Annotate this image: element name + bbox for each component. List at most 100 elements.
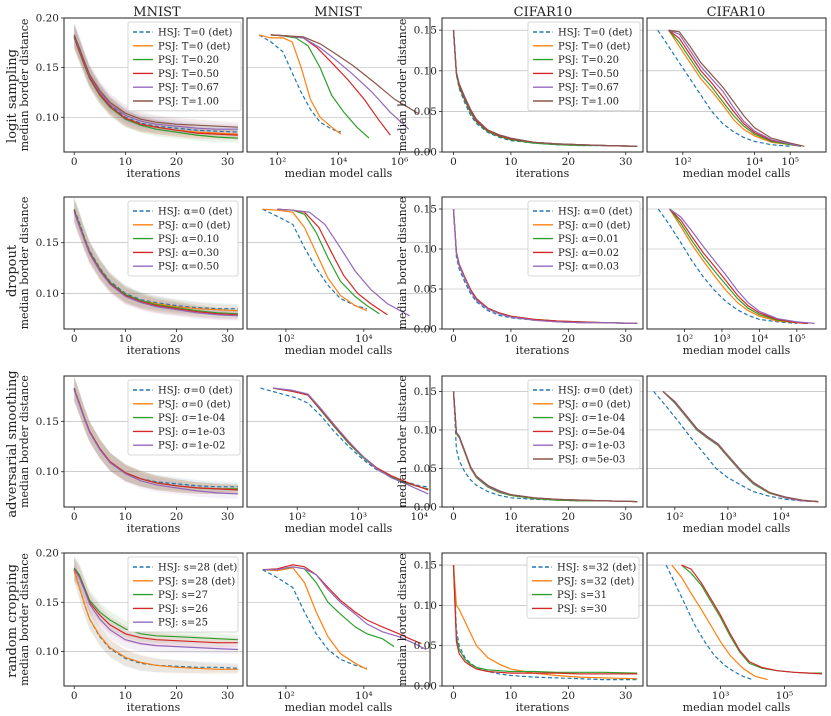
axes-frame — [246, 196, 431, 330]
series-line-4 — [262, 564, 422, 645]
x-tick-label: 10² — [288, 511, 306, 523]
series-line-4 — [668, 29, 802, 147]
x-axis-label: iterations — [127, 522, 181, 535]
legend-entry: PSJ: s=32 (det) — [557, 576, 634, 587]
legend-entry: PSJ: s=25 — [158, 618, 208, 629]
series-line-3 — [668, 29, 802, 147]
confidence-band — [74, 558, 238, 675]
x-tick-label: 10 — [504, 156, 517, 168]
legend-entry: PSJ: s=26 — [158, 604, 208, 615]
column-title-3: CIFAR10 — [514, 5, 573, 20]
series-line-3 — [662, 390, 819, 503]
legend: HSJ: α=0 (det) PSJ: α=0 (det) PSJ: α=0.01 P… — [527, 200, 641, 277]
series-line-5 — [277, 208, 410, 317]
x-tick-label: 10² — [674, 156, 692, 168]
y-tick-label: 0.00 — [414, 681, 437, 693]
x-tick-label: 10 — [119, 690, 132, 702]
x-tick-label: 10⁴ — [772, 511, 790, 523]
axes-frame — [441, 17, 644, 153]
series-line-1 — [657, 29, 791, 147]
x-tick-label: 10 — [119, 333, 132, 345]
series-line-6 — [270, 34, 419, 114]
x-tick-label: 30 — [619, 511, 632, 523]
chart-panel-11: 0.00 0.05 0.10 0.15 0 10 20 30 iterations median … — [396, 375, 644, 535]
x-tick-label: 30 — [221, 690, 234, 702]
legend: HSJ: s=28 (det) PSJ: s=28 (det) PSJ: s=27 P… — [127, 556, 239, 633]
x-axis-label: median model calls — [285, 522, 393, 535]
x-tick-label: 0 — [450, 333, 457, 345]
chart-panel-10: 10² 10³ 10⁴ median model calls — [246, 375, 431, 535]
series-line-2 — [452, 565, 638, 680]
chart-panel-5: 0.10 0.15 0 10 20 30 iterations median border d… — [18, 196, 244, 357]
series-line-1 — [653, 391, 819, 503]
legend-entry: PSJ: T=0 (det) — [158, 41, 231, 52]
series-line-3 — [669, 208, 809, 324]
y-axis-label: median border distance — [396, 375, 409, 508]
y-tick-label: 0.05 — [414, 106, 437, 118]
legend: HSJ: σ=0 (det) PSJ: σ=0 (det) PSJ: σ=1e-04… — [127, 379, 241, 456]
legend-entry: PSJ: s=27 — [158, 590, 208, 601]
legend-entry: PSJ: σ=1e-04 — [158, 413, 225, 424]
x-tick-label: 0 — [71, 156, 78, 168]
confidence-band — [74, 22, 238, 132]
y-tick-label: 0.15 — [414, 560, 437, 572]
legend-entry: PSJ: α=0.10 — [158, 234, 219, 245]
legend-entry: PSJ: T=1.00 — [158, 97, 219, 108]
series-line-5 — [73, 389, 238, 495]
series-line-1 — [657, 208, 797, 324]
x-tick-label: 0 — [450, 690, 457, 702]
chart-panel-1: 0.10 0.15 0.20 0 10 20 30 iterations median bord… — [18, 13, 244, 180]
legend-entry: PSJ: σ=0 (det) — [158, 399, 231, 410]
series-line-6 — [73, 34, 238, 128]
series-line-1 — [262, 208, 368, 310]
x-tick-label: 0 — [450, 156, 457, 168]
x-tick-label: 20 — [170, 333, 183, 345]
series-line-5 — [73, 569, 238, 651]
y-tick-label: 0.20 — [36, 548, 59, 560]
legend-entry: PSJ: T=0.50 — [158, 69, 219, 80]
x-axis-label: iterations — [127, 344, 181, 357]
y-tick-label: 0.10 — [414, 600, 437, 612]
axes-frame — [441, 375, 644, 508]
x-axis-label: iterations — [516, 701, 570, 714]
legend-box — [127, 21, 242, 112]
y-tick-label: 0.10 — [414, 65, 437, 77]
x-tick-label: 10² — [277, 690, 295, 702]
y-tick-label: 0.10 — [36, 466, 59, 478]
confidence-band — [74, 557, 238, 655]
legend-entry: PSJ: α=0 (det) — [158, 220, 231, 231]
chart-panel-13: 0.10 0.15 0.20 0 10 20 30 iterations median bord… — [18, 548, 244, 714]
legend-box — [526, 556, 640, 619]
y-axis-label: median border distance — [396, 197, 409, 330]
axes-frame — [63, 552, 244, 687]
legend-entry: PSJ: s=28 (det) — [158, 576, 235, 587]
series-line-2 — [262, 567, 368, 670]
y-tick-label: 0.00 — [414, 147, 437, 159]
legend-entry: PSJ: α=0.50 — [158, 262, 219, 273]
x-tick-label: 0 — [71, 690, 78, 702]
x-axis-label: iterations — [127, 701, 181, 714]
legend-box — [527, 200, 641, 277]
series-line-4 — [452, 565, 638, 675]
y-tick-label: 0.10 — [36, 646, 59, 658]
series-line-1 — [665, 564, 753, 681]
legend-entry: PSJ: T=0 (det) — [558, 41, 631, 52]
x-axis-label: iterations — [516, 344, 570, 357]
series-line-2 — [73, 570, 238, 670]
legend-entry: HSJ: α=0 (det) — [558, 207, 633, 218]
confidence-band — [74, 376, 238, 493]
y-tick-label: 0.15 — [36, 62, 59, 74]
row-label-3: adversarial smoothing — [5, 370, 20, 517]
x-tick-label: 20 — [562, 156, 575, 168]
y-tick-label: 0.05 — [414, 284, 437, 296]
confidence-band — [74, 378, 238, 499]
y-tick-label: 0.05 — [414, 640, 437, 652]
series-line-1 — [73, 208, 238, 310]
legend-entry: PSJ: α=0.30 — [158, 248, 219, 259]
legend-entry: HSJ: σ=0 (det) — [558, 386, 633, 397]
x-tick-label: 20 — [170, 511, 183, 523]
x-tick-label: 30 — [619, 690, 632, 702]
